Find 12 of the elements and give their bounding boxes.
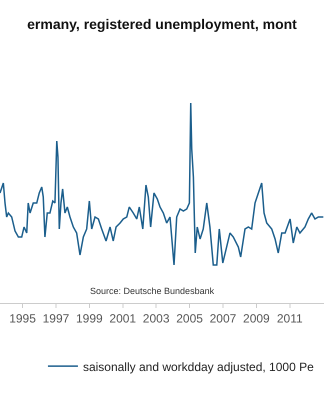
x-tick-label: 1995	[9, 311, 36, 326]
x-tick-label: 2007	[210, 311, 237, 326]
annotation: Source: Deutsche Bundesbank	[90, 286, 215, 296]
x-tick-label: 1997	[42, 311, 70, 326]
chart-title: ermany, registered unemployment, mont	[27, 16, 298, 32]
x-tick-label: 2009	[243, 311, 270, 326]
x-tick-label: 2003	[142, 311, 170, 326]
x-tick-label: 2011	[276, 311, 303, 326]
x-tick-label: 2001	[109, 311, 136, 326]
x-tick-label: 1999	[76, 311, 104, 326]
legend-label: saisonally and workdday adjusted, 1000 Pe	[82, 360, 314, 374]
x-tick-label: 2005	[176, 311, 204, 326]
